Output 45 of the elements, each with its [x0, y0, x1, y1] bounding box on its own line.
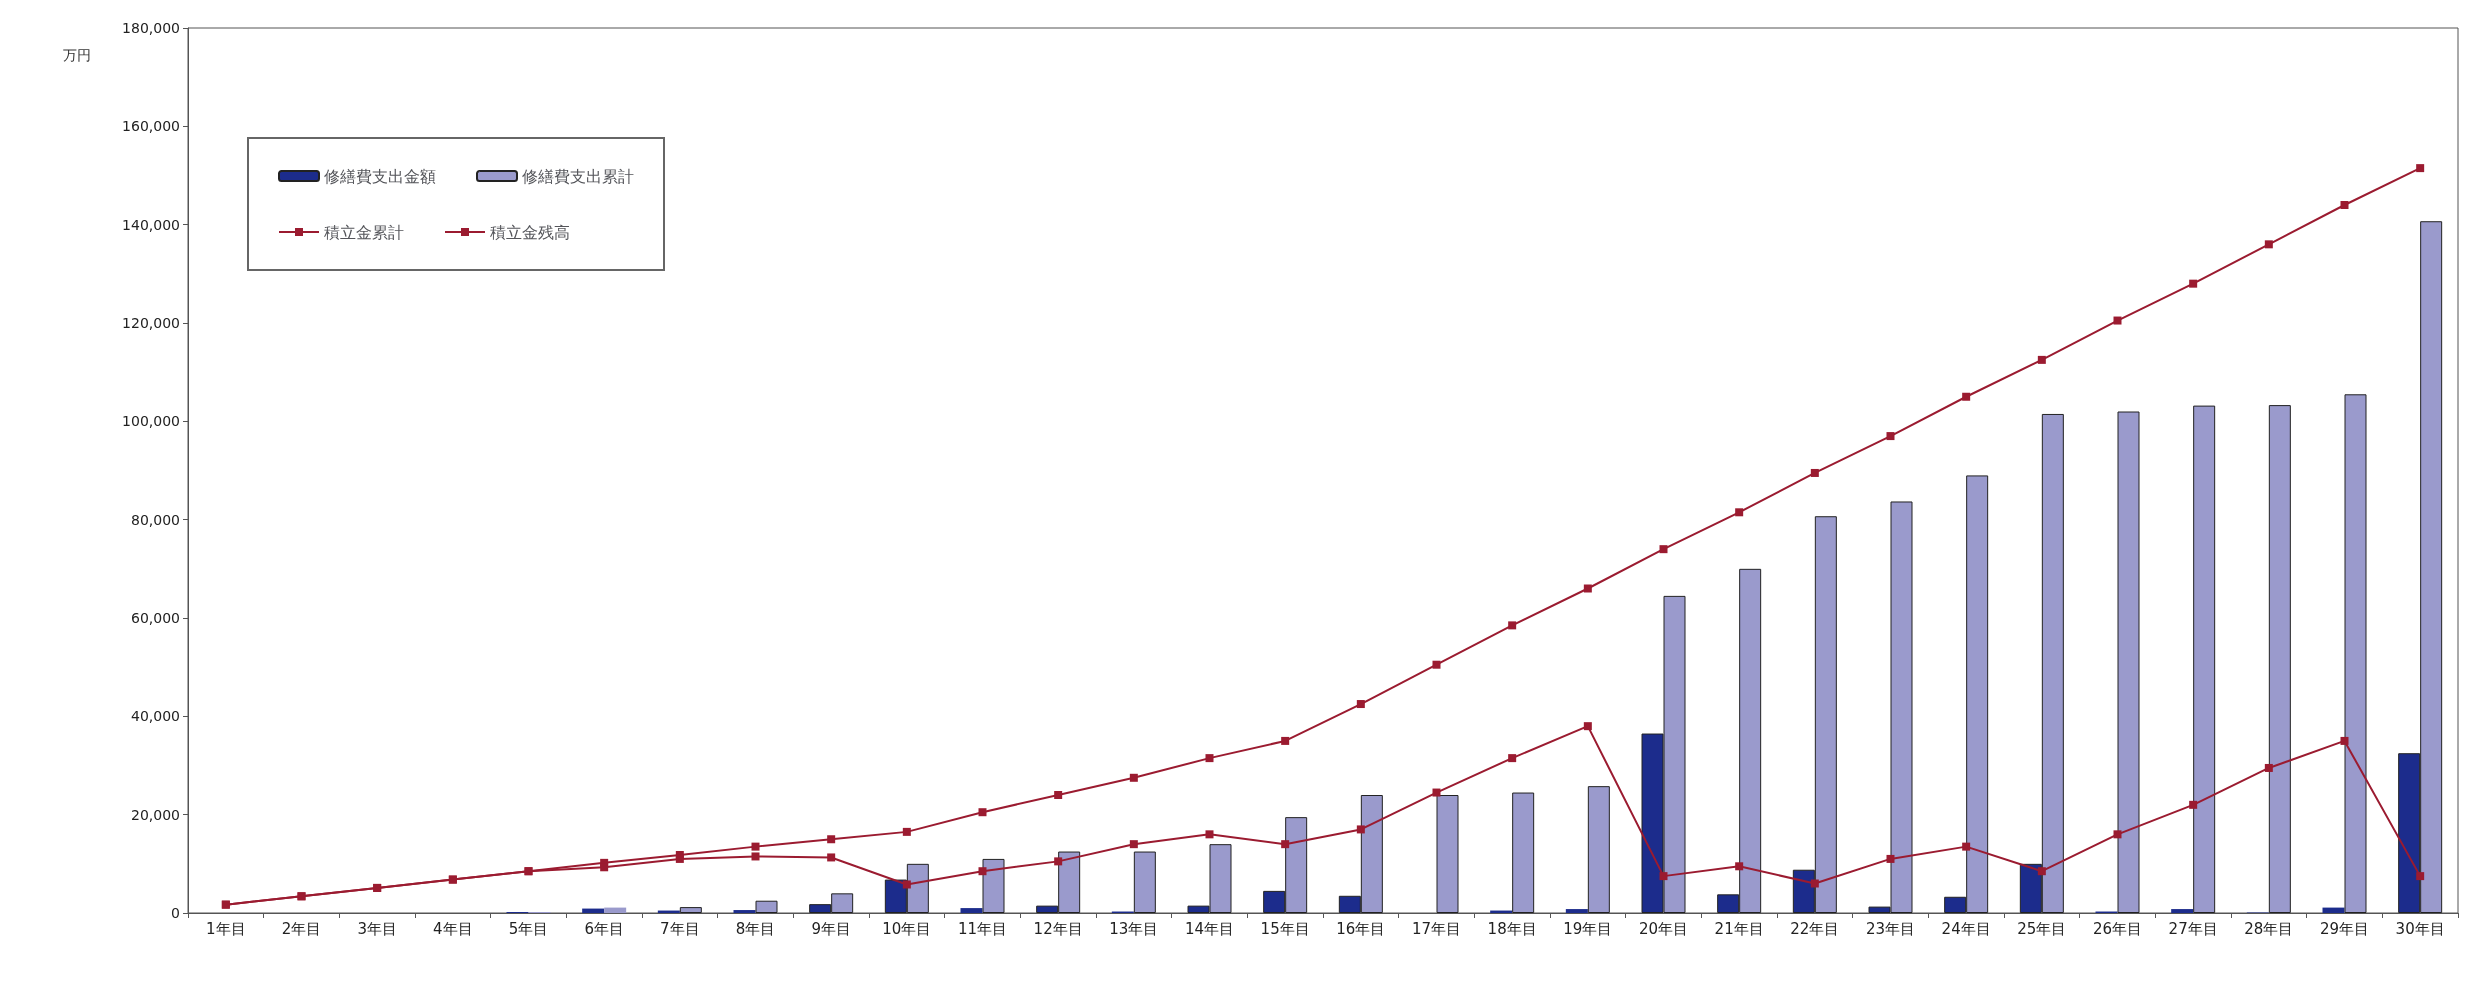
y-tick-label: 60,000 [131, 610, 180, 626]
x-tick-label: 8年目 [735, 919, 776, 938]
y-tick-label: 140,000 [122, 216, 180, 233]
x-tick-label: 7年目 [660, 919, 700, 938]
y-tick-label: 20,000 [131, 806, 180, 823]
y-tick-label: 0 [171, 905, 180, 921]
x-tick-label: 2年目 [281, 919, 322, 938]
x-tick-label: 24年目 [1941, 919, 1991, 938]
x-tick-label: 6年目 [584, 919, 624, 938]
x-tick-label: 22年目 [1790, 919, 1840, 938]
x-tick-label: 14年目 [1184, 919, 1235, 938]
x-tick-label: 9年目 [811, 919, 851, 938]
legend-label: 積立金残高 [490, 222, 570, 242]
x-tick-label: 3年目 [357, 919, 397, 938]
x-tick-label: 19年目 [1563, 919, 1613, 938]
x-tick-label: 26年目 [2092, 919, 2143, 938]
y-tick-label: 80,000 [131, 511, 180, 528]
x-tick-label: 12年目 [1033, 919, 1083, 938]
y-tick-label: 160,000 [122, 118, 180, 135]
y-tick-label: 180,000 [122, 20, 180, 36]
y-tick-label: 100,000 [122, 413, 180, 430]
x-tick-label: 25年目 [2017, 919, 2067, 938]
x-tick-label: 18年目 [1487, 919, 1537, 938]
y-tick-label: 40,000 [131, 708, 180, 725]
y-axis-title: 万円 [63, 47, 91, 63]
x-tick-label: 4年目 [433, 919, 473, 938]
legend-label: 積立金累計 [324, 222, 404, 242]
y-tick-label: 120,000 [122, 315, 180, 331]
legend-label: 修繕費支出累計 [522, 166, 634, 186]
x-tick-label: 21年目 [1714, 919, 1764, 938]
x-tick-label: 10年目 [882, 919, 932, 938]
x-tick-label: 17年目 [1411, 919, 1462, 938]
x-tick-label: 15年目 [1260, 919, 1310, 938]
x-tick-label: 1年目 [206, 919, 246, 938]
legend-label: 修繕費支出金額 [324, 166, 436, 186]
x-tick-label: 5年目 [508, 919, 549, 938]
x-tick-label: 27年目 [2168, 919, 2218, 938]
x-tick-label: 16年目 [1336, 919, 1386, 938]
x-tick-label: 20年目 [1638, 919, 1689, 938]
x-tick-label: 11年目 [957, 919, 1008, 938]
x-tick-label: 23年目 [1865, 919, 1916, 938]
x-tick-label: 30年目 [2395, 919, 2445, 938]
x-tick-label: 28年目 [2244, 919, 2294, 938]
x-tick-label: 29年目 [2319, 919, 2370, 938]
x-tick-label: 13年目 [1109, 919, 1159, 938]
